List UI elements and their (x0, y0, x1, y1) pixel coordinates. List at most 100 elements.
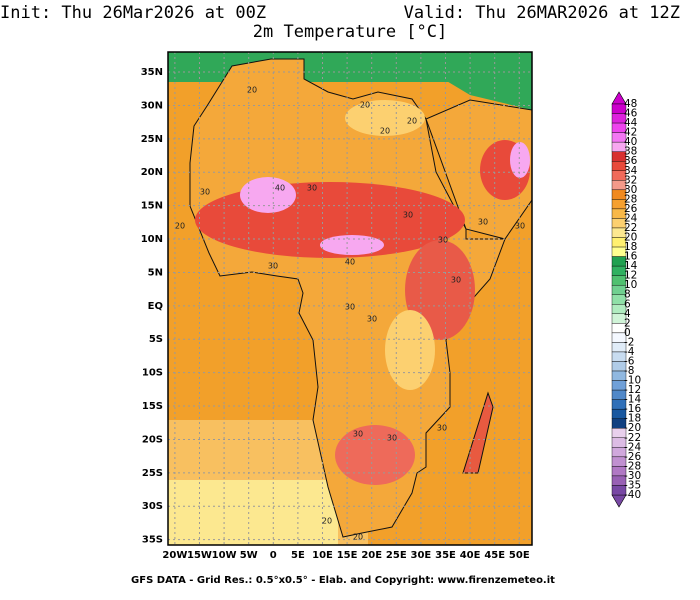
contour-label: 30 (345, 303, 355, 312)
colorbar-label: -40 (624, 489, 641, 501)
lon-label: 0 (270, 550, 277, 561)
colorbar-label: 46 (624, 108, 638, 120)
colorbar-label: -2 (624, 336, 634, 348)
hot-area (335, 425, 415, 485)
colorbar-label: -20 (624, 422, 641, 434)
colorbar-label: 6 (624, 298, 631, 310)
colorbar-label: -16 (624, 403, 641, 415)
contour-label: 20 (175, 222, 185, 231)
colorbar-label: 40 (624, 136, 637, 148)
colorbar-label: -6 (624, 355, 635, 367)
lat-label: EQ (148, 301, 163, 312)
lon-label: 20E (361, 550, 382, 561)
contour-label: 30 (403, 211, 413, 220)
lon-label: 10W (212, 550, 237, 561)
lon-label: 35E (435, 550, 456, 561)
contour-label: 40 (345, 258, 355, 267)
lat-label: 35N (141, 67, 163, 78)
lon-label: 45E (484, 550, 505, 561)
lon-label: 15E (337, 550, 358, 561)
map-frame (167, 51, 533, 546)
contour-label: 30 (307, 184, 317, 193)
colorbar-label: 2 (624, 317, 631, 329)
lon-label: 10E (312, 550, 333, 561)
colorbar-label: 22 (624, 222, 637, 234)
contour-label: 30 (367, 315, 377, 324)
very-hot-area (320, 235, 384, 255)
map (168, 52, 532, 545)
colorbar-label: 0 (624, 327, 631, 339)
contour-label: 30 (200, 188, 210, 197)
colorbar-label: 8 (624, 289, 631, 301)
colorbar-label: -18 (624, 413, 641, 425)
lat-label: 30N (141, 100, 163, 111)
lat-label: 25N (141, 134, 163, 145)
contour-label: 30 (451, 276, 461, 285)
colorbar-label: 10 (624, 279, 637, 291)
very-hot-area (510, 142, 530, 178)
colorbar-label: -22 (624, 432, 641, 444)
lat-label: 25S (142, 468, 163, 479)
colorbar-label: 16 (624, 251, 638, 263)
lat-label: 5N (148, 267, 163, 278)
colorbar-label: 28 (624, 193, 637, 205)
lat-label: 15N (141, 201, 163, 212)
lat-label: 35S (142, 535, 163, 546)
lat-label: 20N (141, 167, 163, 178)
colorbar-label: 18 (624, 241, 637, 253)
colorbar-label: 48 (624, 98, 637, 110)
lon-label: 5W (240, 550, 258, 561)
subtitle: 2m Temperature [°C] (253, 22, 447, 42)
colorbar-label: -14 (624, 394, 641, 406)
footer: GFS DATA - Grid Res.: 0.5°x0.5° - Elab. … (131, 575, 555, 586)
lon-label: 40E (460, 550, 481, 561)
colorbar-label: -35 (624, 479, 641, 491)
colorbar-label: -28 (624, 460, 641, 472)
contour-label: 20 (247, 86, 257, 95)
lon-label: 25E (386, 550, 407, 561)
init-title: Init: Thu 26Mar2026 at 00Z (0, 3, 266, 23)
lat-label: 30S (142, 501, 163, 512)
contour-label: 30 (437, 424, 447, 433)
contour-label: 20 (380, 127, 390, 136)
colorbar-label: 20 (624, 232, 637, 244)
lon-label: 15W (187, 550, 212, 561)
colorbar-segment (611, 485, 627, 496)
warm-area (345, 100, 425, 136)
contour-labels: 20 20 20 20 20 20 20 30 30 30 30 30 30 30 30 30 30 30 30 30… (175, 86, 525, 542)
lon-label: 30E (411, 550, 432, 561)
colorbar-label: 38 (624, 146, 637, 158)
mild-area (385, 310, 435, 390)
colorbar-label: -26 (624, 451, 641, 463)
contour-label: 40 (275, 184, 285, 193)
contour-label: 30 (515, 222, 525, 231)
colorbar-label: 42 (624, 127, 637, 139)
arabia (425, 99, 532, 240)
contour-label: 30 (268, 262, 278, 271)
colorbar-label: -4 (624, 346, 635, 358)
graticule (168, 52, 532, 545)
contour-label: 20 (322, 517, 332, 526)
colorbar-label: 32 (624, 174, 637, 186)
middle-east-cool (440, 52, 532, 110)
lon-label: 20W (162, 550, 187, 561)
contour-label: 20 (353, 533, 363, 542)
hot-area (405, 240, 475, 340)
contour-label: 20 (407, 117, 417, 126)
contour-label: 30 (438, 236, 448, 245)
contour-label: 30 (478, 218, 488, 227)
colorbar-label: 44 (624, 117, 638, 129)
colorbar-label: -30 (624, 470, 641, 482)
colorbar-label: 36 (624, 155, 638, 167)
lon-label: 5E (291, 550, 305, 561)
lon-label: 50E (509, 550, 530, 561)
colorbar-label: -12 (624, 384, 641, 396)
lat-label: 5S (149, 334, 163, 345)
colorbar-label: -24 (624, 441, 641, 453)
valid-title: Valid: Thu 26MAR2026 at 12Z (404, 3, 680, 23)
colorbar-label: 24 (624, 212, 638, 224)
colorbar: 4846444240383634323028262422201816141210… (611, 91, 641, 508)
contour-label: 30 (387, 434, 397, 443)
colorbar-label: 14 (624, 260, 638, 272)
